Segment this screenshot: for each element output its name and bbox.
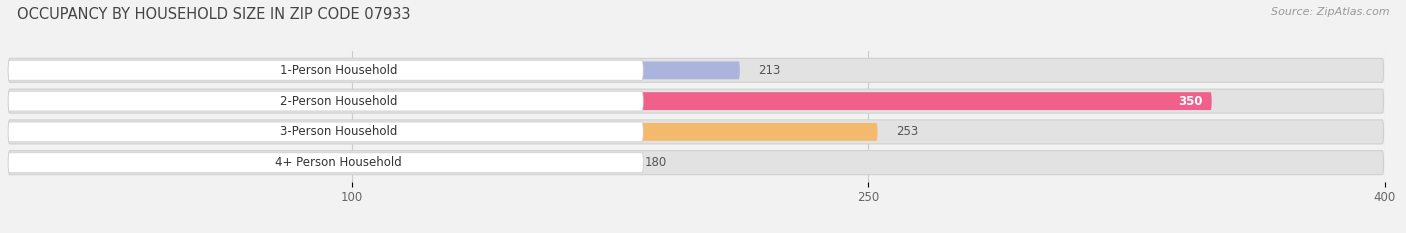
Text: 253: 253 (896, 125, 918, 138)
FancyBboxPatch shape (8, 120, 1384, 144)
FancyBboxPatch shape (8, 62, 740, 79)
FancyBboxPatch shape (8, 91, 643, 111)
FancyBboxPatch shape (8, 151, 1384, 175)
Text: 4+ Person Household: 4+ Person Household (276, 156, 402, 169)
FancyBboxPatch shape (8, 153, 643, 172)
Text: OCCUPANCY BY HOUSEHOLD SIZE IN ZIP CODE 07933: OCCUPANCY BY HOUSEHOLD SIZE IN ZIP CODE … (17, 7, 411, 22)
FancyBboxPatch shape (8, 89, 1384, 113)
FancyBboxPatch shape (8, 123, 877, 141)
FancyBboxPatch shape (8, 154, 626, 171)
Text: 213: 213 (758, 64, 780, 77)
Text: 2-Person Household: 2-Person Household (280, 95, 396, 108)
FancyBboxPatch shape (8, 92, 1212, 110)
FancyBboxPatch shape (8, 122, 643, 142)
Text: 1-Person Household: 1-Person Household (280, 64, 396, 77)
FancyBboxPatch shape (8, 61, 643, 80)
FancyBboxPatch shape (8, 58, 1384, 82)
Text: 3-Person Household: 3-Person Household (280, 125, 396, 138)
Text: 350: 350 (1178, 95, 1202, 108)
Text: 180: 180 (644, 156, 666, 169)
Text: Source: ZipAtlas.com: Source: ZipAtlas.com (1271, 7, 1389, 17)
